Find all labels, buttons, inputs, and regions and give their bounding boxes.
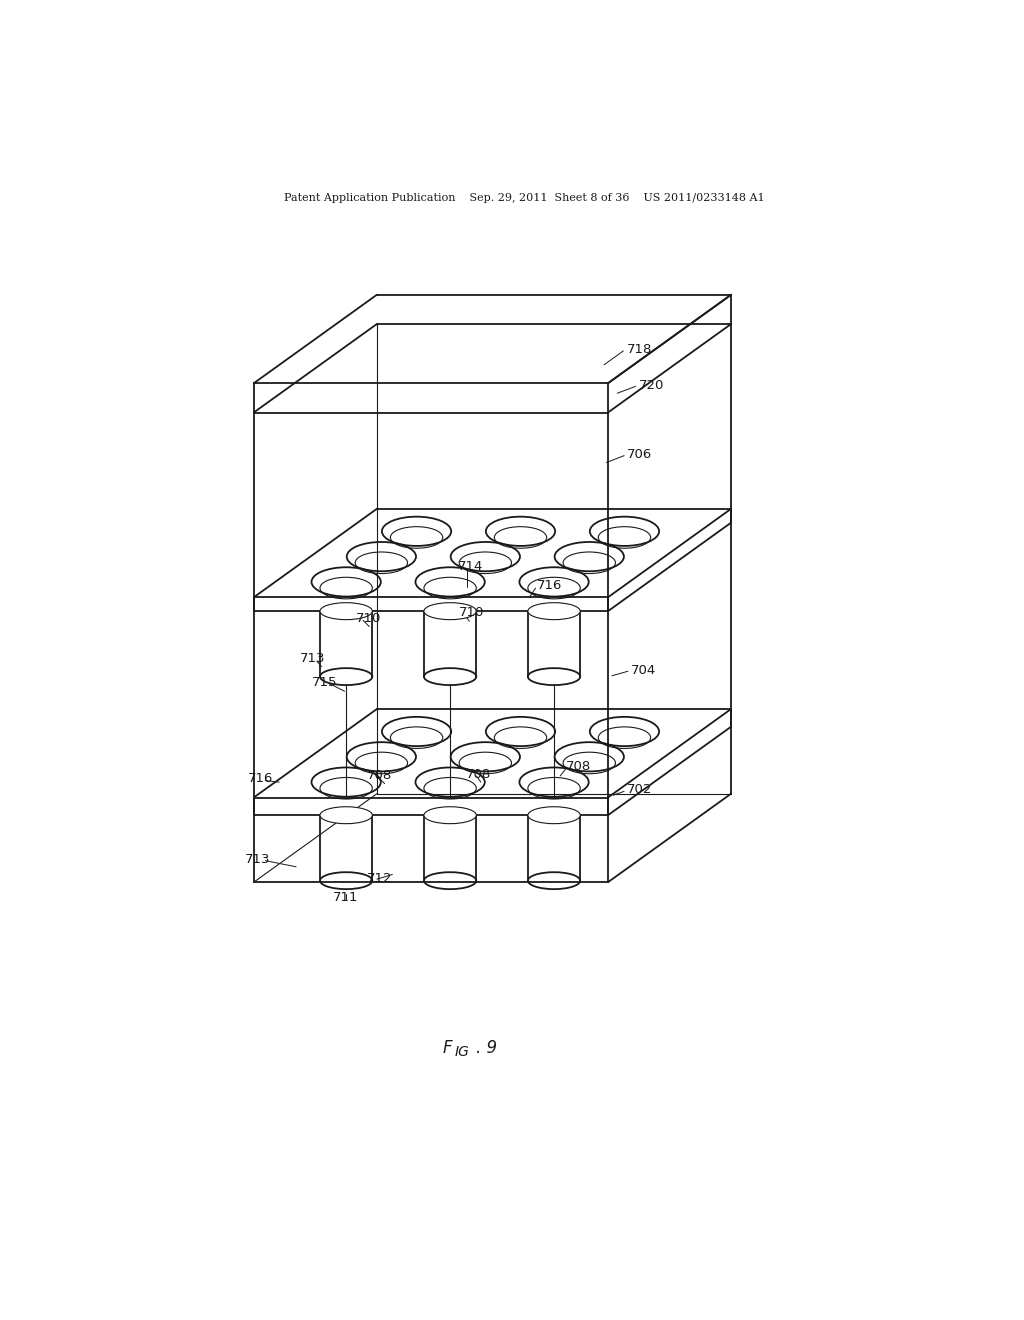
Ellipse shape: [319, 603, 373, 619]
Text: 706: 706: [628, 449, 652, 462]
Text: 708: 708: [565, 760, 591, 774]
Text: 713: 713: [245, 853, 270, 866]
Text: Patent Application Publication    Sep. 29, 2011  Sheet 8 of 36    US 2011/023314: Patent Application Publication Sep. 29, …: [285, 194, 765, 203]
Text: 708: 708: [466, 768, 490, 781]
Ellipse shape: [424, 603, 476, 619]
Text: 710: 710: [459, 606, 484, 619]
Text: 702: 702: [628, 783, 652, 796]
Text: 710: 710: [356, 611, 382, 624]
Text: 713: 713: [300, 652, 326, 665]
Text: 718: 718: [628, 343, 652, 356]
Text: 720: 720: [639, 379, 665, 392]
Ellipse shape: [319, 807, 373, 824]
Ellipse shape: [424, 807, 476, 824]
Text: IG: IG: [455, 1044, 470, 1059]
Text: 716: 716: [538, 579, 562, 593]
Text: F: F: [442, 1039, 452, 1057]
Ellipse shape: [528, 807, 581, 824]
Text: 714: 714: [458, 560, 483, 573]
Text: . 9: . 9: [475, 1039, 497, 1057]
Text: 715: 715: [311, 676, 337, 689]
Ellipse shape: [528, 603, 581, 619]
Text: 711: 711: [333, 891, 358, 904]
Text: 704: 704: [631, 664, 656, 677]
Text: 708: 708: [367, 770, 392, 783]
Text: 716: 716: [248, 772, 273, 785]
Text: 712: 712: [367, 871, 392, 884]
